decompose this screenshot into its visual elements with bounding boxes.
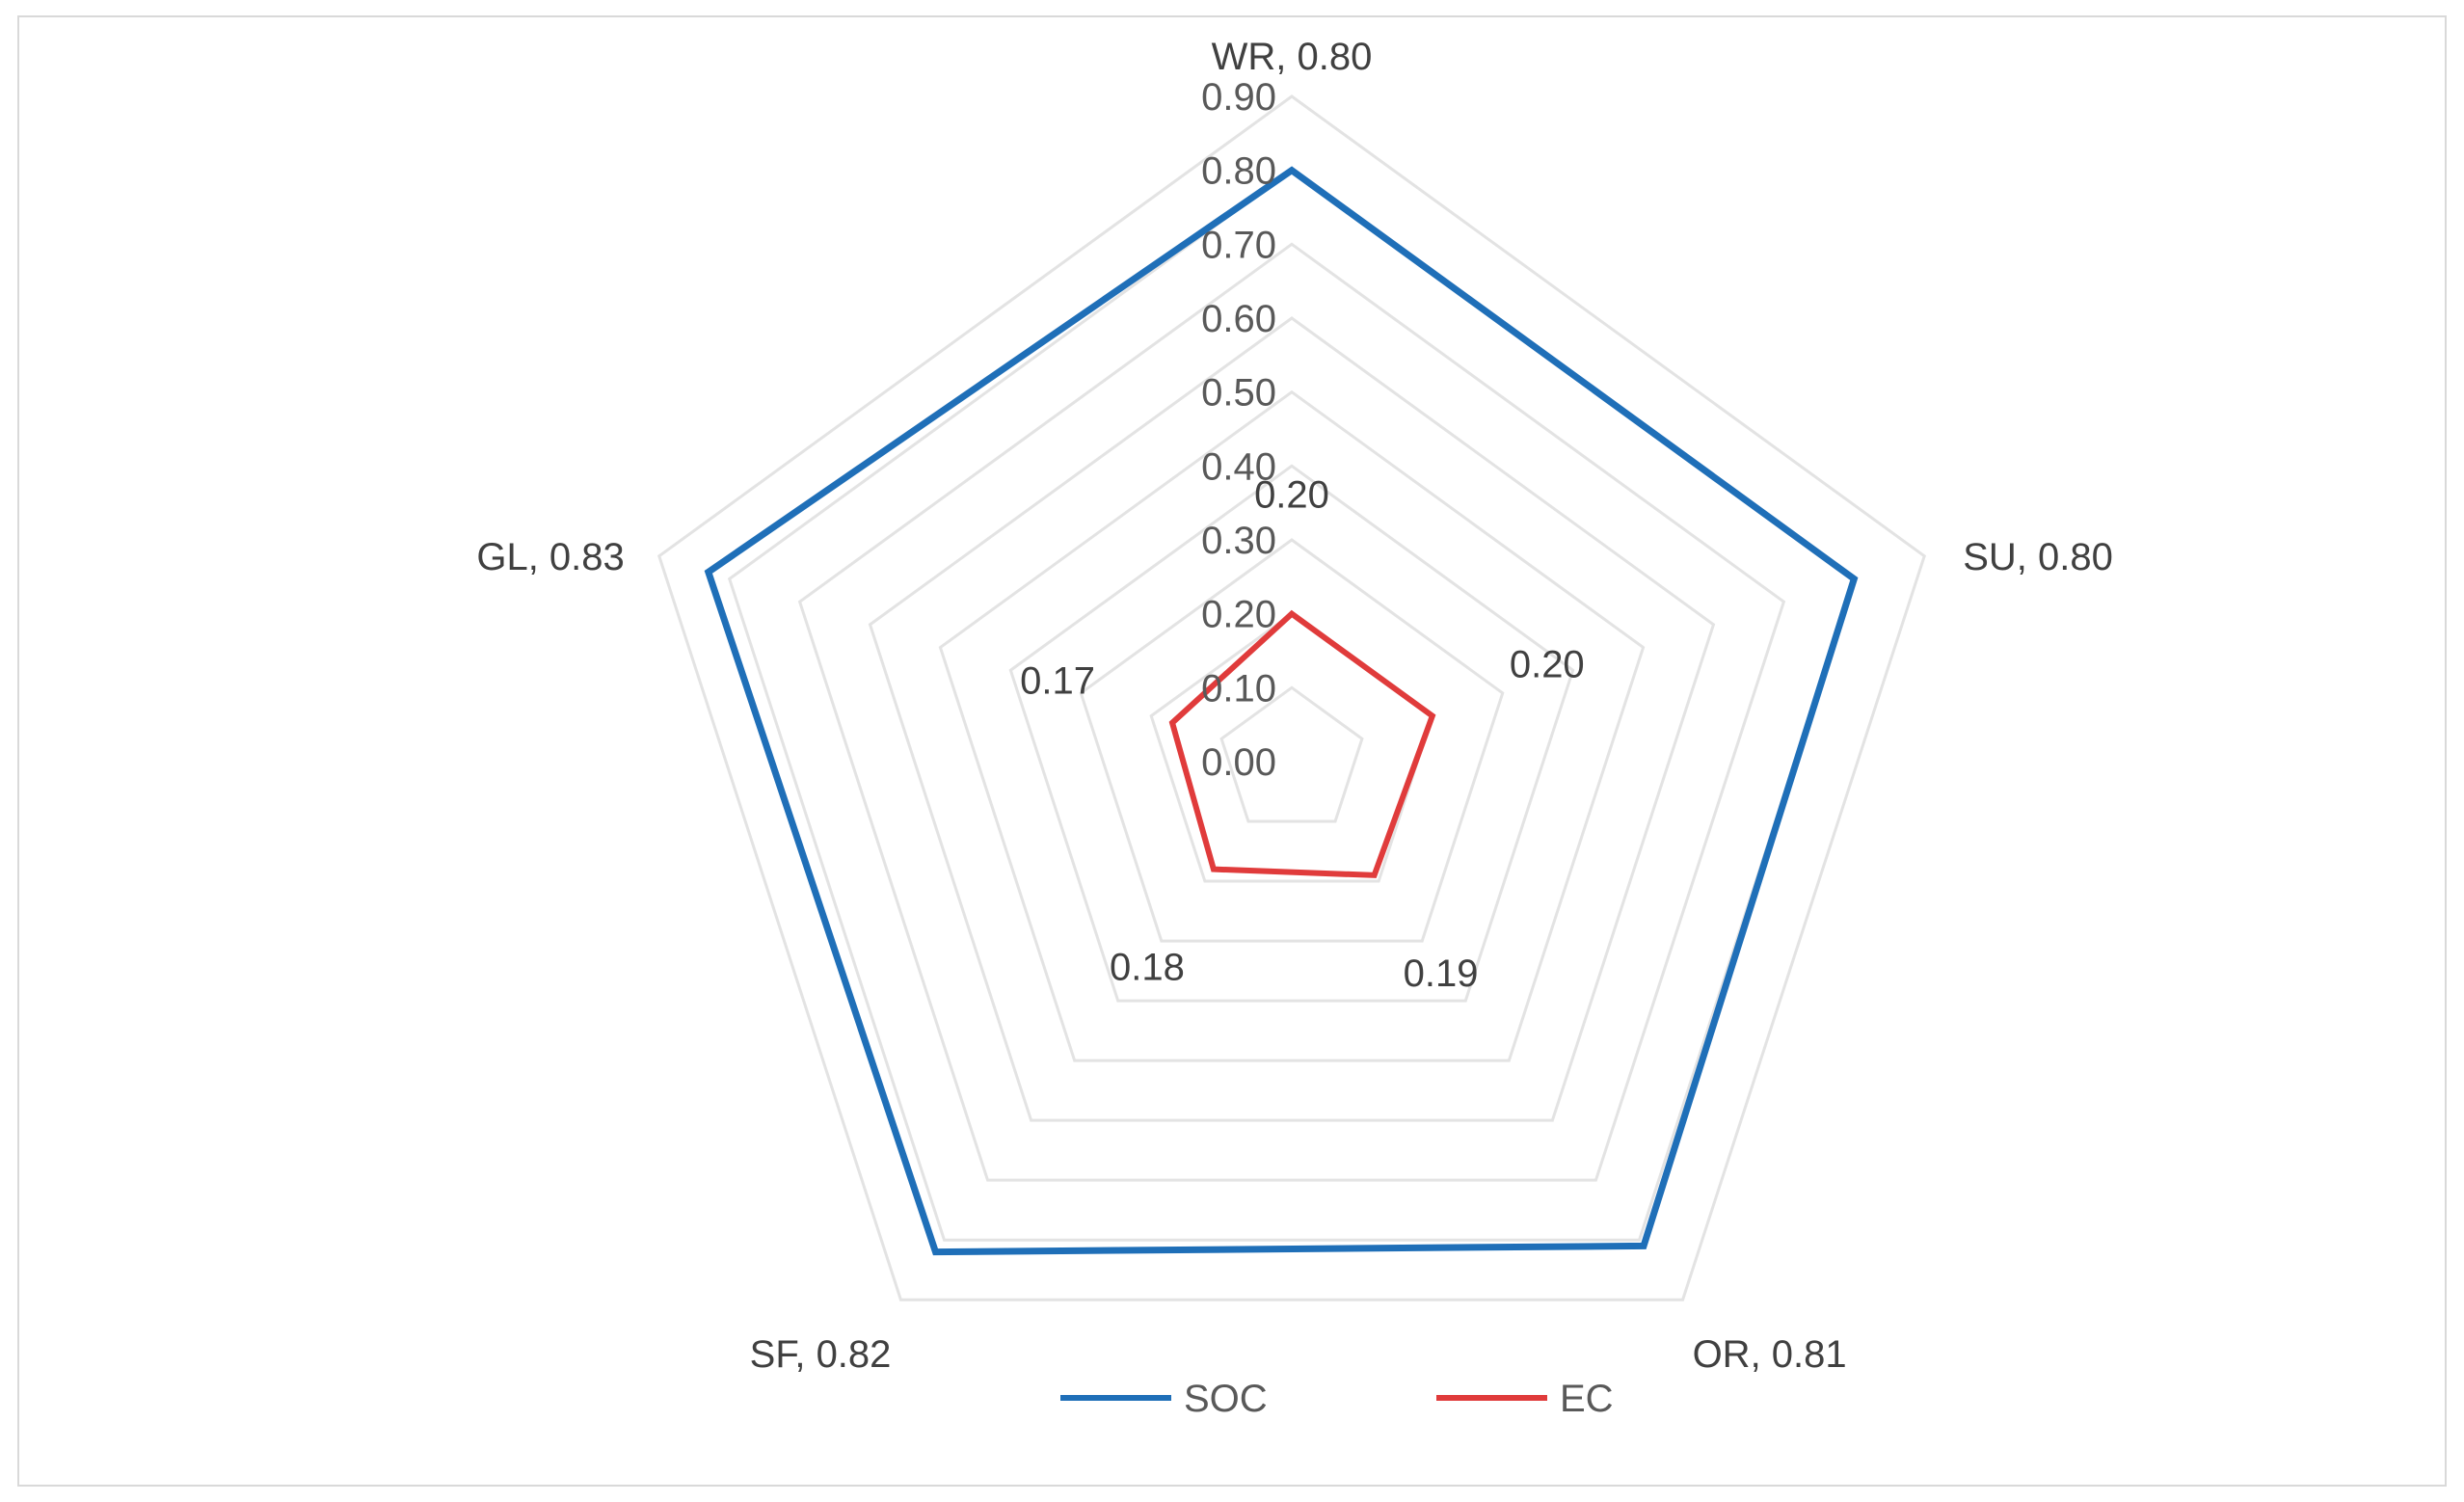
tick-label: 0.00 [1201,741,1276,784]
category-label-sf: SF, 0.82 [750,1333,892,1376]
category-label-gl: GL, 0.83 [476,536,624,578]
legend-label-soc: SOC [1184,1378,1268,1420]
data-label-ec-or: 0.19 [1404,952,1479,995]
gridline-ring-2 [1149,611,1434,883]
tick-label: 0.40 [1201,445,1276,488]
data-label-ec-sf: 0.18 [1110,947,1185,989]
data-label-layer: 0.20 0.20 0.19 0.18 0.17 [1020,474,1585,995]
tick-label: 0.60 [1201,298,1276,340]
gridline-ring-9 [657,94,1926,1301]
category-label-wr: WR, 0.80 [1212,36,1373,78]
grid-layer [657,94,1926,1301]
legend: SOC EC [1060,1378,1614,1420]
gridline-ring-6 [868,316,1716,1122]
tick-label: 0.50 [1201,372,1276,415]
series-layer [704,166,1859,1256]
legend-item-soc: SOC [1060,1378,1268,1420]
series-line-ec [1168,609,1436,878]
data-label-ec-gl: 0.17 [1020,660,1095,703]
legend-item-ec: EC [1436,1378,1614,1420]
gridline-ring-8 [727,168,1857,1242]
category-label-layer: WR, 0.80 SU, 0.80 OR, 0.81 SF, 0.82 GL, 0.83 [476,36,2113,1376]
legend-label-ec: EC [1560,1378,1614,1420]
tick-label-layer: 0.00 0.10 0.20 0.30 0.40 0.50 0.60 0.70 0.80 0.90 [1201,76,1276,784]
tick-label: 0.10 [1201,667,1276,710]
category-label-or: OR, 0.81 [1693,1333,1847,1376]
series-line-soc [704,166,1859,1256]
data-label-ec-su: 0.20 [1510,644,1585,686]
gridline-ring-1 [1219,685,1364,823]
gridline-ring-7 [797,242,1786,1182]
tick-label: 0.20 [1201,594,1276,636]
tick-label: 0.30 [1201,520,1276,562]
gridline-ring-3 [1079,538,1505,943]
category-label-su: SU, 0.80 [1963,536,2113,578]
data-label-ec-wr: 0.20 [1254,474,1329,517]
gridline-ring-5 [938,389,1646,1062]
tick-label: 0.70 [1201,224,1276,266]
gridline-ring-4 [1008,464,1575,1003]
tick-label: 0.90 [1201,76,1276,119]
tick-label: 0.80 [1201,150,1276,193]
